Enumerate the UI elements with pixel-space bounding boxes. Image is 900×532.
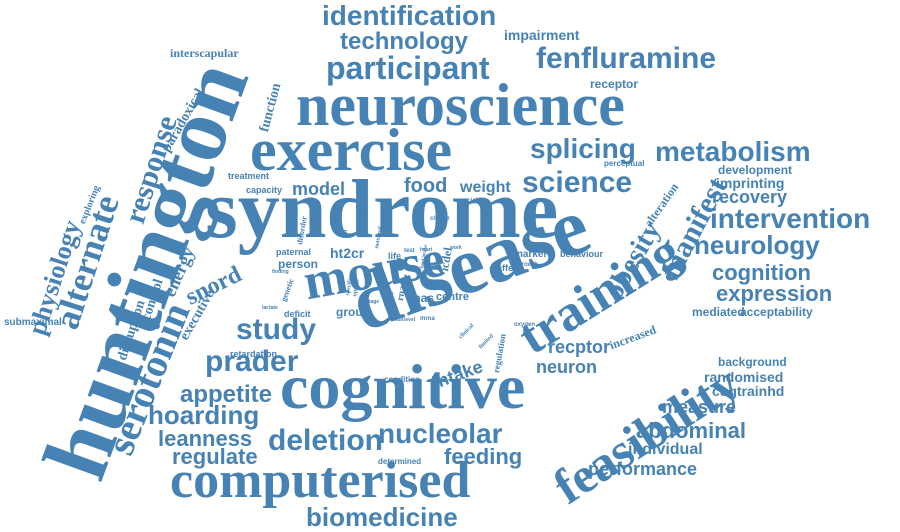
- word-development: development: [718, 163, 793, 177]
- word-identification: identification: [322, 0, 497, 31]
- word-receptor: receptor: [590, 77, 639, 91]
- word-feeding: feeding: [444, 444, 523, 469]
- word-fenfluramine: fenfluramine: [536, 42, 717, 75]
- word-imprinting: imprinting: [716, 175, 785, 191]
- word-measure: measure: [662, 397, 737, 417]
- word-exercise: exercise: [250, 117, 453, 183]
- word-abdominal: abdominal: [636, 418, 747, 443]
- word-neuroscience: neuroscience: [296, 72, 625, 138]
- word-intervention: intervention: [710, 203, 871, 234]
- word-syndrome: syndrome: [205, 163, 559, 256]
- word-deletion: deletion: [268, 424, 384, 457]
- word-nucleolar: nucleolar: [378, 418, 503, 449]
- word-biomedicine: biomedicine: [306, 502, 458, 532]
- word-impairment: impairment: [504, 27, 580, 43]
- word-appetite: appetite: [180, 381, 273, 408]
- word-randomised: randomised: [704, 369, 784, 385]
- word-retardation: retardation: [230, 349, 278, 359]
- word-individual: individual: [628, 441, 703, 458]
- word-background: background: [718, 355, 787, 369]
- word-limited: limited: [478, 333, 495, 351]
- word-determined: determined: [378, 457, 422, 466]
- word-expression: expression: [716, 281, 833, 306]
- word-recovery: recovery: [712, 187, 788, 207]
- word-food: food: [404, 175, 448, 197]
- word-capacity: capacity: [246, 185, 283, 195]
- word-growth: growth: [518, 262, 538, 268]
- word-perceptual: perceptual: [604, 159, 645, 168]
- word-result: result: [390, 317, 404, 323]
- word-neuron: neuron: [536, 357, 597, 377]
- word-leanness: leanness: [158, 426, 253, 451]
- word-prader: prader: [205, 345, 299, 378]
- word-test: test: [404, 248, 415, 254]
- word-behaviour: behaviour: [560, 249, 604, 259]
- word-treatment: treatment: [228, 171, 270, 181]
- word-participant: participant: [326, 50, 490, 86]
- word-genetic: genetic: [279, 277, 296, 303]
- word-weight: weight: [460, 179, 511, 196]
- word-interscapular: interscapular: [170, 46, 239, 60]
- word-regulate: regulate: [172, 444, 258, 469]
- word-paternal: paternal: [276, 247, 312, 257]
- word-life: life: [388, 251, 402, 261]
- word-clinical: clinical: [458, 323, 476, 341]
- word-group: group: [336, 305, 370, 319]
- word-metabolism: metabolism: [655, 136, 811, 167]
- word-increased: increased: [607, 322, 658, 353]
- word-performance: performance: [588, 459, 698, 479]
- word-marker: marker: [514, 249, 548, 260]
- word-mas: mas: [410, 291, 435, 305]
- word-crucial: crucial: [458, 198, 478, 204]
- word-level: level: [404, 317, 416, 323]
- word-cluster: cluster: [430, 216, 450, 222]
- word-condition: condition: [384, 375, 420, 384]
- word-cogtrainhd: cogtrainhd: [712, 383, 785, 399]
- word-cognitive: cognitive: [280, 351, 526, 422]
- word-centre: centre: [436, 291, 470, 303]
- word-heart: heart: [420, 247, 433, 253]
- word-submaximal: submaximal: [4, 317, 62, 328]
- word-splicing: splicing: [530, 133, 636, 164]
- word-mrna: mrna: [420, 316, 435, 322]
- word-affect: affect: [497, 263, 522, 273]
- word-ht2cr: ht2cr: [330, 245, 365, 261]
- word-study: study: [236, 313, 317, 346]
- word-work: work: [450, 245, 462, 251]
- word-cognition: cognition: [712, 260, 811, 285]
- word-computerised: computerised: [170, 452, 471, 509]
- word-person: person: [278, 257, 319, 271]
- word-recptor: recptor: [548, 337, 611, 357]
- word-hoarding: hoarding: [148, 400, 260, 430]
- word-hd: hd: [342, 229, 350, 238]
- word-model: model: [292, 179, 346, 199]
- word-neurology: neurology: [694, 230, 820, 260]
- word-alteration: alteration: [641, 180, 682, 230]
- word-stage: stage: [366, 299, 380, 305]
- word-acceptability: acceptability: [740, 305, 813, 319]
- word-technology: technology: [340, 28, 469, 55]
- word-oxygen: oxygen: [514, 322, 536, 328]
- word-lactate: lactate: [262, 305, 278, 311]
- word-deficit: deficit: [284, 309, 311, 319]
- word-science: science: [522, 166, 633, 199]
- word-mediated: mediated: [692, 305, 745, 319]
- word-finding: finding: [272, 269, 289, 275]
